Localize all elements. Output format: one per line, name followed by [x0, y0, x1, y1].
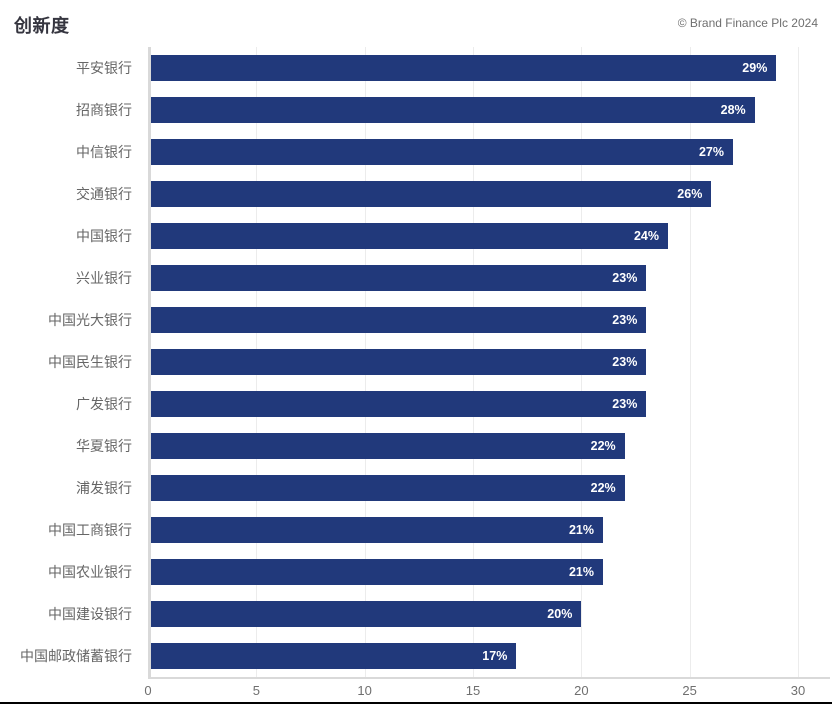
bar-track: 23%	[151, 257, 832, 299]
value-label: 22%	[590, 439, 616, 453]
bar-track: 23%	[151, 341, 832, 383]
bar: 21%	[151, 517, 603, 543]
value-label: 23%	[612, 355, 638, 369]
bar: 23%	[151, 349, 647, 375]
bar-row: 中国民生银行 23%	[0, 341, 832, 383]
bar-track: 26%	[151, 173, 832, 215]
category-label: 招商银行	[76, 102, 132, 118]
bar: 21%	[151, 559, 603, 585]
x-tick-label: 10	[357, 683, 372, 698]
bar-row: 中信银行 27%	[0, 131, 832, 173]
value-label: 28%	[720, 103, 746, 117]
bar-row: 中国光大银行 23%	[0, 299, 832, 341]
bar-track: 24%	[151, 215, 832, 257]
value-label: 24%	[633, 229, 659, 243]
category-label: 中国农业银行	[48, 564, 132, 580]
category-label: 广发银行	[76, 396, 132, 412]
bar: 20%	[151, 601, 582, 627]
bar-row: 中国银行 24%	[0, 215, 832, 257]
bar-track: 27%	[151, 131, 832, 173]
bar-track: 28%	[151, 89, 832, 131]
category-label: 中国银行	[76, 228, 132, 244]
value-label: 20%	[547, 607, 573, 621]
bar-track: 23%	[151, 383, 832, 425]
bar: 23%	[151, 307, 647, 333]
bar: 23%	[151, 265, 647, 291]
category-label: 兴业银行	[76, 270, 132, 286]
y-axis-line	[148, 47, 151, 679]
bar-track: 21%	[151, 509, 832, 551]
bar-chart-plot-area: 平安银行 29% 招商银行 28% 中信银行 27% 交通银行 26% 中国银行 24% 兴业银行 2…	[0, 47, 832, 679]
bar-row: 中国邮政储蓄银行 17%	[0, 635, 832, 677]
bar-track: 23%	[151, 299, 832, 341]
value-label: 23%	[612, 397, 638, 411]
category-label: 交通银行	[76, 186, 132, 202]
value-label: 23%	[612, 271, 638, 285]
value-label: 21%	[568, 523, 594, 537]
bar: 22%	[151, 475, 625, 501]
bar-row: 交通银行 26%	[0, 173, 832, 215]
x-tick-label: 20	[574, 683, 589, 698]
value-label: 23%	[612, 313, 638, 327]
value-label: 17%	[482, 649, 508, 663]
x-tick-label: 5	[252, 683, 260, 698]
bar: 23%	[151, 391, 647, 417]
category-label: 中国建设银行	[48, 606, 132, 622]
category-label: 中国光大银行	[48, 312, 132, 328]
category-label: 中国民生银行	[48, 354, 132, 370]
bar-row: 广发银行 23%	[0, 383, 832, 425]
value-label: 22%	[590, 481, 616, 495]
bar-row: 浦发银行 22%	[0, 467, 832, 509]
category-label: 中信银行	[76, 144, 132, 160]
bar-row: 招商银行 28%	[0, 89, 832, 131]
category-label: 平安银行	[76, 60, 132, 76]
bar: 29%	[151, 55, 777, 81]
bar-row: 兴业银行 23%	[0, 257, 832, 299]
bar: 17%	[151, 643, 517, 669]
x-tick-label: 0	[144, 683, 152, 698]
copyright-text: © Brand Finance Plc 2024	[677, 16, 818, 30]
x-tick-label: 30	[790, 683, 806, 698]
bar-row: 华夏银行 22%	[0, 425, 832, 467]
bar-row: 中国建设银行 20%	[0, 593, 832, 635]
x-tick-label: 25	[682, 683, 697, 698]
bar: 26%	[151, 181, 712, 207]
bar-rows: 平安银行 29% 招商银行 28% 中信银行 27% 交通银行 26% 中国银行 24% 兴业银行 2…	[0, 47, 832, 677]
bar-row: 中国农业银行 21%	[0, 551, 832, 593]
bar: 24%	[151, 223, 668, 249]
value-label: 21%	[568, 565, 594, 579]
category-label: 浦发银行	[76, 480, 132, 496]
gridline	[798, 47, 799, 677]
bar-track: 29%	[151, 47, 832, 89]
value-label: 26%	[677, 187, 703, 201]
bar-track: 21%	[151, 551, 832, 593]
bottom-edge-line	[0, 702, 832, 704]
bar-row: 中国工商银行 21%	[0, 509, 832, 551]
category-label: 中国工商银行	[48, 522, 132, 538]
bar-track: 22%	[151, 425, 832, 467]
value-label: 27%	[698, 145, 724, 159]
x-tick-label: 15	[465, 683, 481, 698]
x-axis-tick-labels: 0 5 10 15 20 25 30	[0, 679, 832, 699]
bar: 27%	[151, 139, 733, 165]
category-label: 中国邮政储蓄银行	[20, 648, 132, 664]
bar: 22%	[151, 433, 625, 459]
bar: 28%	[151, 97, 755, 123]
x-axis-line	[148, 677, 830, 679]
category-label: 华夏银行	[76, 438, 132, 454]
bar-row: 平安银行 29%	[0, 47, 832, 89]
gridline	[689, 47, 691, 677]
chart-header: 创新度 © Brand Finance Plc 2024	[0, 0, 832, 40]
bar-track: 22%	[151, 467, 832, 509]
value-label: 29%	[742, 61, 768, 75]
bar-track: 20%	[151, 593, 832, 635]
chart-title: 创新度	[14, 16, 70, 36]
bar-track: 17%	[151, 635, 832, 677]
